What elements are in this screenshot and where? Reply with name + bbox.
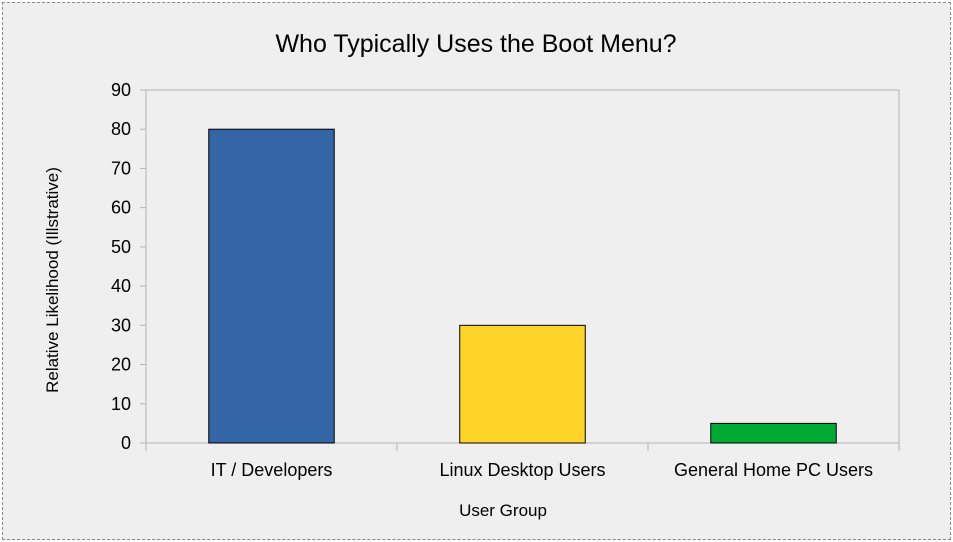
x-axis-label: User Group xyxy=(459,501,547,520)
bar xyxy=(459,324,586,444)
bar xyxy=(208,128,335,444)
y-tick-label: 60 xyxy=(111,198,131,218)
y-tick-label: 40 xyxy=(111,276,131,296)
x-category-label: Linux Desktop Users xyxy=(439,460,605,480)
y-axis-label: Relative Likelihood (Illstrative) xyxy=(43,167,62,393)
chart-title: Who Typically Uses the Boot Menu? xyxy=(275,30,676,58)
x-category-label: General Home PC Users xyxy=(674,460,873,480)
y-tick-label: 90 xyxy=(111,80,131,100)
y-tick-label: 80 xyxy=(111,119,131,139)
x-category-label: IT / Developers xyxy=(211,460,333,480)
plot-area: 0 10 20 30 40 50 60 70 80 90 IT / Developers Linux … xyxy=(111,80,900,480)
bar xyxy=(710,422,837,444)
y-tick-label: 50 xyxy=(111,237,131,257)
y-tick-label: 30 xyxy=(111,315,131,335)
y-tick-label: 70 xyxy=(111,158,131,178)
y-tick-label: 10 xyxy=(111,394,131,414)
y-tick-label: 0 xyxy=(121,433,131,453)
y-tick-label: 20 xyxy=(111,355,131,375)
